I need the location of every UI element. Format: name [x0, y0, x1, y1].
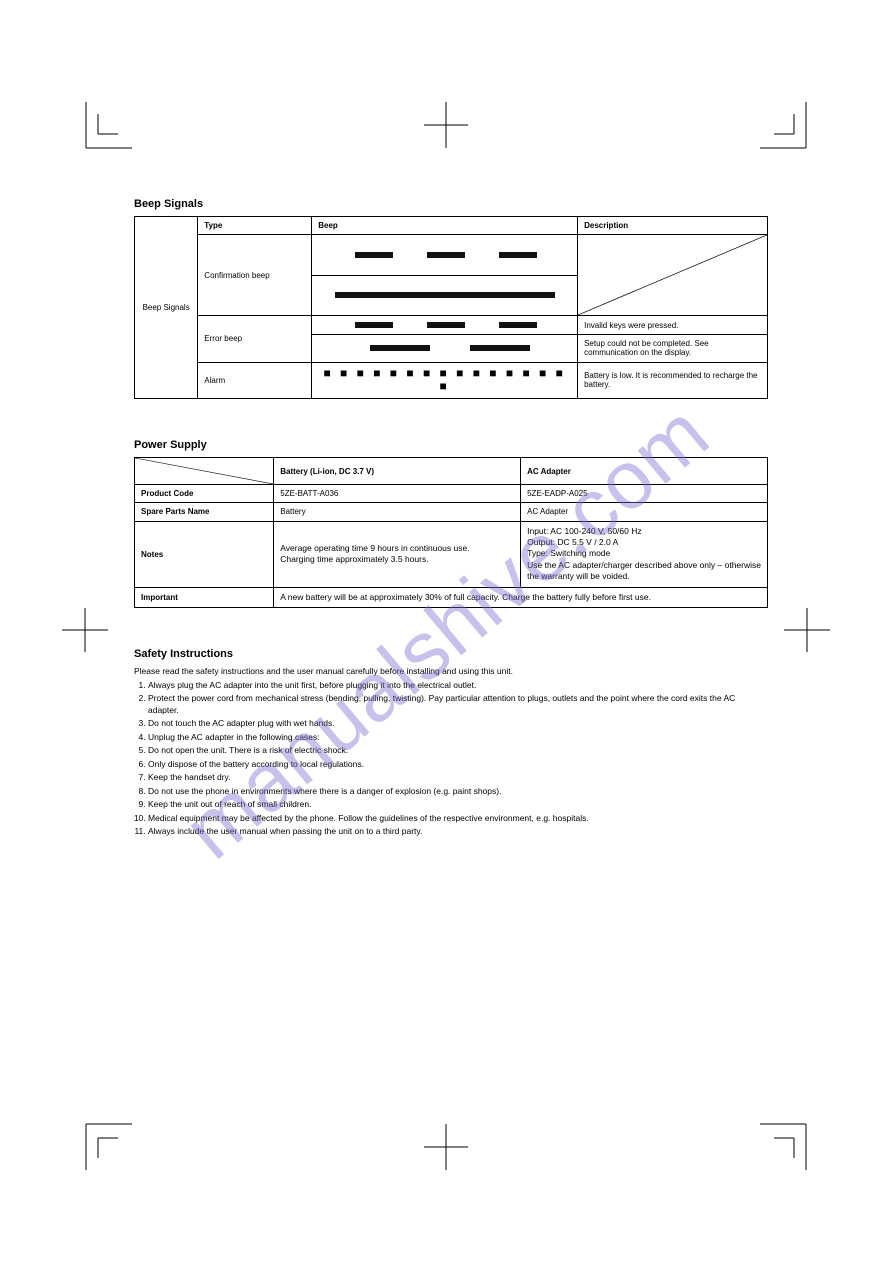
safety-item: Do not open the unit. There is a risk of… — [148, 745, 768, 756]
power-row-notes: Notes — [135, 521, 274, 587]
power-adapter-code: 5ZE-EADP-A025 — [521, 485, 768, 503]
beep-desc-4: Battery is low. It is recommended to rec… — [578, 362, 768, 399]
power-batt-code: 5ZE-BATT-A036 — [274, 485, 521, 503]
beep-heading: Beep Signals — [134, 198, 768, 210]
page-frame: Beep Signals Beep Signals Type Beep Desc… — [0, 0, 893, 1263]
beep-pattern-4: ■ ■ ■ ■ ■ ■ ■ ■ ■ ■ ■ ■ ■ ■ ■ ■ — [312, 362, 578, 399]
safety-item: Always plug the AC adapter into the unit… — [148, 680, 768, 691]
col-beep: Beep — [312, 217, 578, 235]
beep-pattern-1 — [312, 275, 578, 316]
power-adapter-name: AC Adapter — [521, 503, 768, 521]
power-batt-notes: Average operating time 9 hours in contin… — [274, 521, 521, 587]
safety-item: Keep the unit out of reach of small chil… — [148, 799, 768, 810]
beep-type-2: Error beep — [198, 316, 312, 362]
col-desc: Description — [578, 217, 768, 235]
safety-item: Only dispose of the battery according to… — [148, 759, 768, 770]
safety-item: Unplug the AC adapter in the following c… — [148, 732, 768, 743]
safety-item: Keep the handset dry. — [148, 772, 768, 783]
safety-body: Please read the safety instructions and … — [134, 666, 768, 837]
safety-item: Protect the power cord from mechanical s… — [148, 693, 768, 716]
beep-pattern-2 — [312, 316, 578, 335]
beep-desc-2: Invalid keys were pressed. — [578, 316, 768, 335]
col-type: Type — [198, 217, 312, 235]
beep-pattern-0 — [312, 235, 578, 276]
power-adapter-notes: Input: AC 100-240 V, 50/60 Hz Output: DC… — [521, 521, 768, 587]
power-row-important: Important — [135, 587, 274, 607]
safety-list: Always plug the AC adapter into the unit… — [134, 680, 768, 838]
safety-heading: Safety Instructions — [134, 648, 768, 660]
safety-item: Always include the user manual when pass… — [148, 826, 768, 837]
power-row-name: Spare Parts Name — [135, 503, 274, 521]
beep-type-0: Confirmation beep — [198, 235, 312, 316]
power-row-code: Product Code — [135, 485, 274, 503]
safety-item: Medical equipment may be affected by the… — [148, 813, 768, 824]
safety-intro: Please read the safety instructions and … — [134, 666, 768, 677]
power-batt-name: Battery — [274, 503, 521, 521]
power-diag — [135, 458, 274, 485]
content-area: Beep Signals Beep Signals Type Beep Desc… — [134, 198, 768, 839]
safety-item: Do not touch the AC adapter plug with we… — [148, 718, 768, 729]
power-table: Battery (Li-ion, DC 3.7 V) AC Adapter Pr… — [134, 457, 768, 608]
safety-item: Do not use the phone in environments whe… — [148, 786, 768, 797]
power-col-batt: Battery (Li-ion, DC 3.7 V) — [274, 458, 521, 485]
power-heading: Power Supply — [134, 439, 768, 451]
power-col-adapter: AC Adapter — [521, 458, 768, 485]
beep-na — [578, 235, 768, 316]
beep-table: Beep Signals Type Beep Description Confi… — [134, 216, 768, 399]
beep-type-4: Alarm — [198, 362, 312, 399]
beep-pattern-3 — [312, 335, 578, 362]
beep-row-label: Beep Signals — [135, 217, 198, 399]
power-important-text: A new battery will be at approximately 3… — [274, 587, 768, 607]
beep-desc-3: Setup could not be completed. See commun… — [578, 335, 768, 362]
